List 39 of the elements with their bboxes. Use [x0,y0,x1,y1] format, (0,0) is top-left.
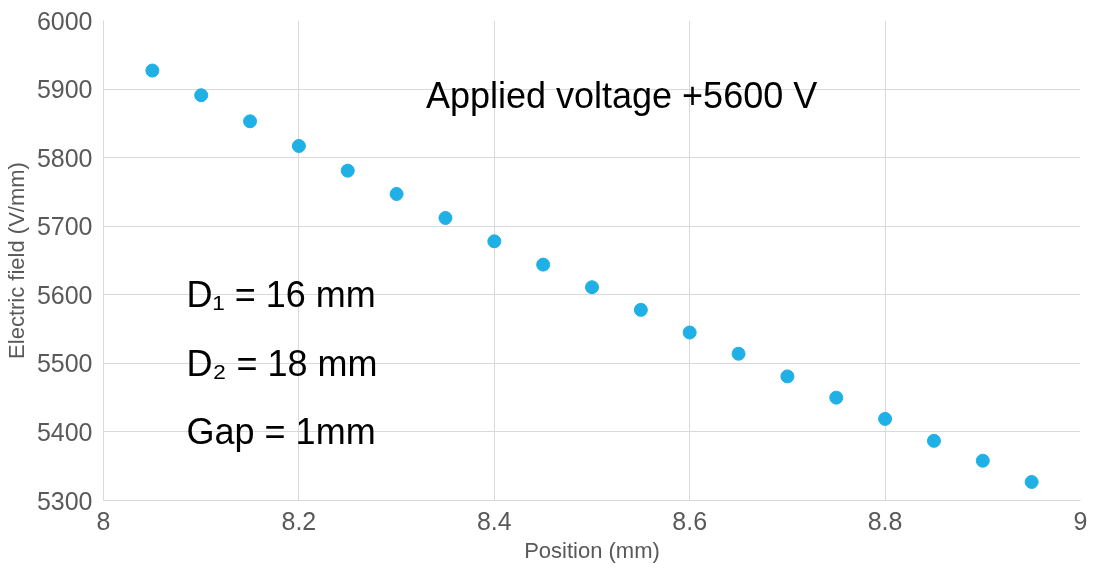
x-axis-title: Position (mm) [524,537,660,563]
y-tick-label: 5300 [36,486,93,515]
y-axis-title: Electric field (V/mm) [3,162,29,359]
point [731,346,746,361]
annotation: D₁ = 16 mm [186,274,376,316]
point [487,234,502,249]
point [1024,475,1039,489]
x-tick-label: 8.2 [281,506,317,535]
x-tick-label: 8.4 [476,506,512,535]
point [389,187,404,201]
point [926,433,941,448]
x-tick-label: 8 [96,506,111,535]
point [243,114,258,129]
y-tick-label: 5600 [36,280,93,309]
point [829,390,844,405]
point [975,453,990,468]
x-tick-label: 9 [1073,506,1088,535]
point [633,302,648,317]
point [145,63,160,78]
y-tick-label: 5800 [36,143,93,172]
annotation: Applied voltage +5600 V [425,75,818,117]
point [438,211,453,225]
y-tick-label: 5900 [36,75,93,104]
point [780,369,795,384]
x-tick-label: 8.8 [867,506,903,535]
point [682,325,697,340]
y-tick-label: 5700 [36,212,93,241]
annotation: Gap = 1mm [186,411,376,453]
point [340,163,355,178]
point [291,139,306,153]
annotation: D₂ = 18 mm [186,342,378,384]
point [536,257,551,272]
y-tick-label: 6000 [36,6,93,35]
x-tick-label: 8.6 [672,506,708,535]
y-tick-label: 5500 [36,349,93,378]
point [194,88,209,103]
point [878,411,893,426]
point [585,280,599,295]
y-tick-label: 5400 [36,417,93,446]
